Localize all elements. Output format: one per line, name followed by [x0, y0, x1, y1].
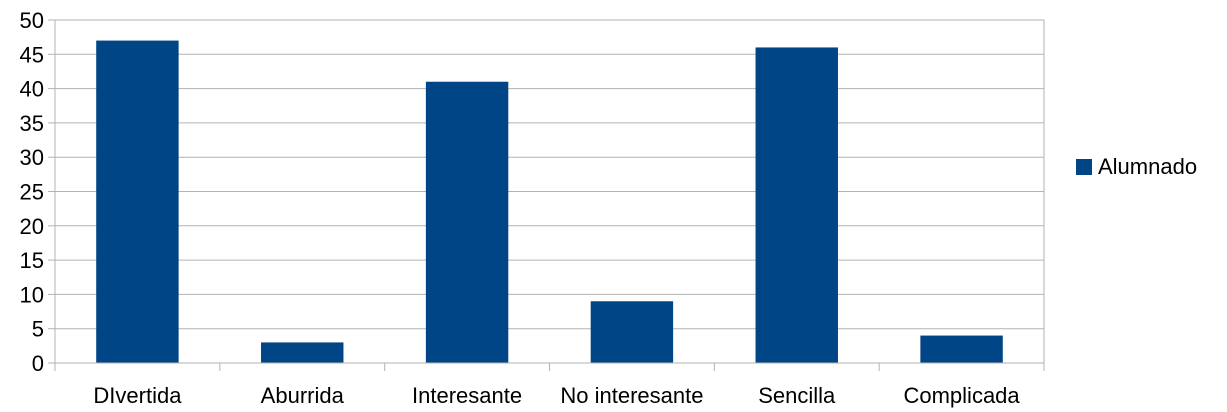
x-tick-label: Interesante	[412, 383, 522, 408]
legend: Alumnado	[1076, 154, 1197, 180]
y-tick-label: 20	[20, 214, 44, 239]
bar	[755, 47, 838, 363]
bars	[96, 40, 1003, 364]
x-tick-label: Complicada	[903, 383, 1020, 408]
bar	[261, 342, 344, 363]
y-axis-ticks: 0 5 10 15 20 25 30 35 40 45 50	[20, 8, 55, 376]
gridlines	[55, 19, 1044, 364]
y-tick-label: 45	[20, 42, 44, 67]
x-tick-label: Aburrida	[261, 383, 345, 408]
y-tick-label: 10	[20, 282, 44, 307]
x-tick-label: Sencilla	[758, 383, 836, 408]
y-tick-label: 30	[20, 145, 44, 170]
bar	[920, 335, 1003, 363]
x-tick-label: DIvertida	[93, 383, 182, 408]
y-tick-label: 40	[20, 77, 44, 102]
x-tick-label: No interesante	[560, 383, 703, 408]
y-tick-label: 15	[20, 248, 44, 273]
x-axis-ticks: DIvertida Aburrida Interesante No interesan…	[54, 363, 1045, 408]
y-tick-label: 25	[20, 180, 44, 205]
bar	[425, 81, 509, 364]
y-tick-label: 0	[32, 351, 44, 376]
y-tick-label: 35	[20, 111, 44, 136]
legend-label: Alumnado	[1098, 154, 1198, 179]
legend-swatch	[1076, 159, 1092, 175]
bar	[590, 301, 674, 363]
y-tick-label: 50	[20, 8, 44, 33]
y-tick-label: 5	[32, 317, 44, 342]
bar	[96, 40, 179, 363]
